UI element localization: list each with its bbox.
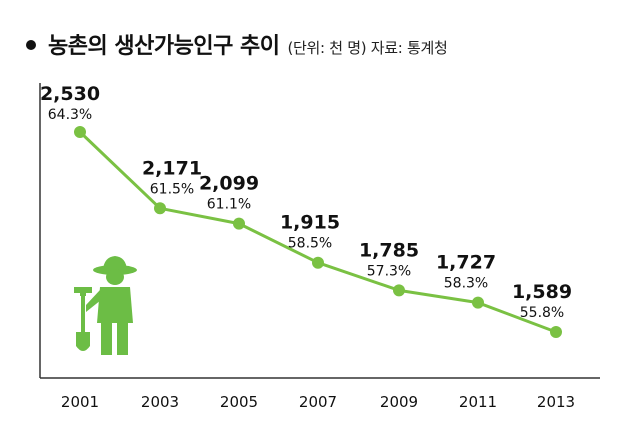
chart-title: 농촌의 생산가능인구 추이 — [48, 34, 280, 59]
data-share-label: 55.8% — [520, 305, 564, 321]
data-share-label: 64.3% — [48, 107, 92, 123]
data-point — [74, 126, 86, 138]
data-share-label: 57.3% — [367, 263, 411, 279]
data-point — [154, 202, 166, 215]
title-bullet-icon — [26, 40, 36, 50]
x-tick-label: 2001 — [61, 393, 99, 411]
x-tick-label: 2013 — [537, 393, 575, 411]
x-tick-label: 2007 — [299, 393, 337, 411]
data-value-label: 1,915 — [280, 212, 340, 234]
x-tick-label: 2005 — [220, 393, 258, 411]
data-share-label: 61.5% — [150, 181, 194, 197]
data-point — [550, 326, 562, 338]
chart-title-row: 농촌의 생산가능인구 추이 (단위: 천 명) 자료: 통계청 — [26, 28, 448, 68]
data-point — [233, 217, 245, 230]
data-value-label: 2,530 — [40, 83, 100, 105]
x-tick-label: 2003 — [141, 393, 179, 411]
data-point — [393, 284, 405, 297]
farmer-with-shovel-icon — [74, 256, 137, 355]
data-share-label: 58.3% — [444, 276, 488, 292]
data-value-label: 2,099 — [199, 173, 259, 195]
data-point — [472, 296, 484, 309]
data-share-label: 61.1% — [207, 197, 251, 213]
x-tick-label: 2009 — [380, 393, 418, 411]
data-point — [312, 256, 324, 269]
data-value-label: 1,589 — [512, 281, 572, 303]
data-value-label: 1,727 — [436, 252, 496, 274]
x-tick-label: 2011 — [459, 393, 497, 411]
data-value-label: 2,171 — [142, 157, 202, 179]
chart-subtitle: (단위: 천 명) 자료: 통계청 — [287, 39, 448, 57]
data-value-label: 1,785 — [359, 239, 419, 261]
data-share-label: 58.5% — [288, 236, 332, 252]
